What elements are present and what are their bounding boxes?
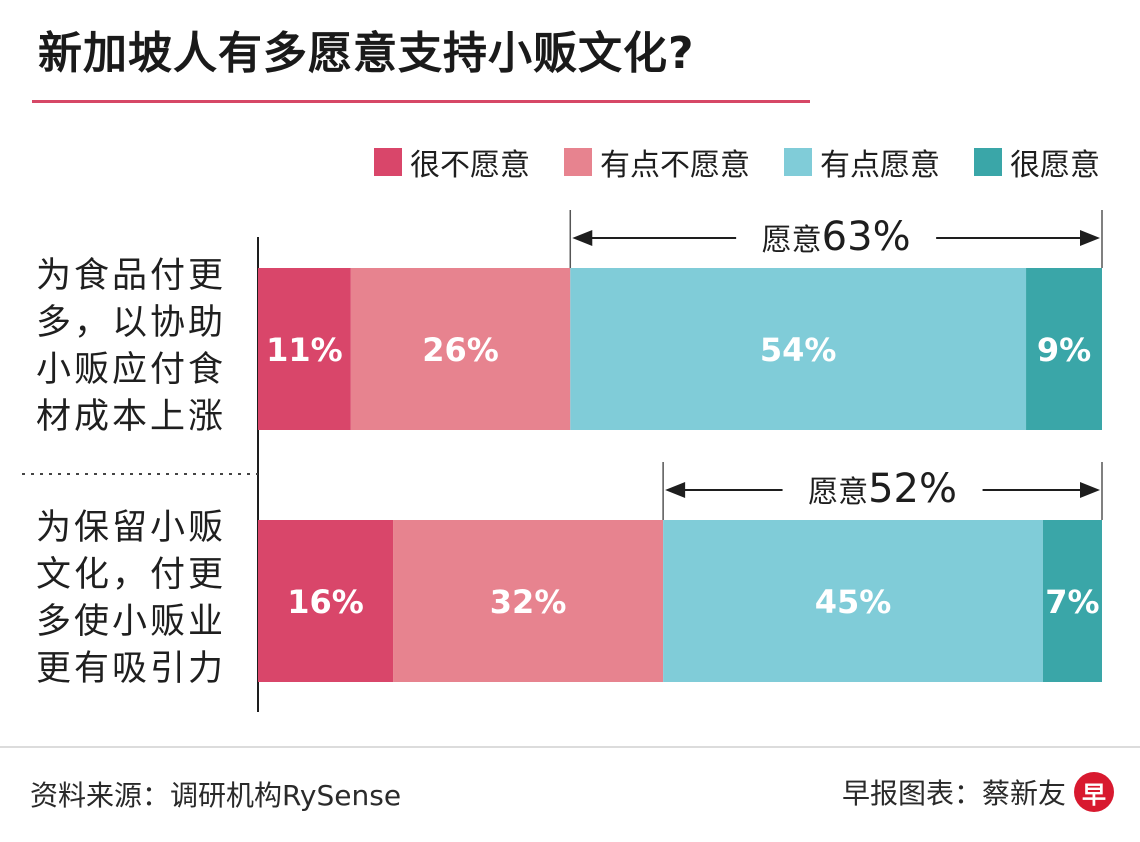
legend-swatch xyxy=(974,148,1002,176)
arrow-left-icon xyxy=(572,230,593,246)
category-label: 为食品付更 多，以协助 小贩应付食 材成本上涨 xyxy=(36,253,236,441)
legend-label: 有点不愿意 xyxy=(600,148,750,183)
bar-segment xyxy=(258,520,394,682)
category-label-line: 更有吸引力 xyxy=(36,649,227,689)
bar-segment xyxy=(570,268,1027,430)
data-label: 54% xyxy=(760,331,837,369)
source-note: 资料来源：调研机构RySense xyxy=(30,779,402,812)
category-label-line: 多使小贩业 xyxy=(36,602,227,642)
legend-item-somewhat-willing: 有点愿意 xyxy=(784,140,940,184)
willing-total-label: 愿意63% xyxy=(762,214,911,260)
legend-swatch xyxy=(564,148,592,176)
data-label: 7% xyxy=(1045,583,1099,621)
data-label: 16% xyxy=(287,583,364,621)
arrow-left-icon xyxy=(665,482,686,498)
willing-total-label: 愿意52% xyxy=(808,466,957,512)
credit-text: 早报图表：蔡新友 xyxy=(841,777,1066,810)
category-label-line: 多，以协助 xyxy=(36,303,227,343)
bar-segment xyxy=(258,268,351,430)
category-label-line: 小贩应付食 xyxy=(36,350,227,390)
legend-swatch xyxy=(784,148,812,176)
zaobao-logo: 早 xyxy=(1074,772,1114,812)
data-label: 45% xyxy=(815,583,892,621)
legend-swatch xyxy=(374,148,402,176)
bar-segment xyxy=(1026,268,1102,430)
category-label-line: 为食品付更 xyxy=(36,256,227,296)
legend-label: 很不愿意 xyxy=(410,148,530,183)
bar-segment xyxy=(663,520,1043,682)
arrow-right-icon xyxy=(1080,482,1100,498)
bar-segment xyxy=(393,520,664,682)
credit: 早报图表：蔡新友 早 xyxy=(842,772,1114,812)
bar-segment xyxy=(1042,520,1102,682)
arrow-right-icon xyxy=(1080,230,1100,246)
legend-item-very-unwilling: 很不愿意 xyxy=(374,140,530,184)
data-label: 32% xyxy=(490,583,567,621)
category-label: 为保留小贩 文化，付更 多使小贩业 更有吸引力 xyxy=(36,505,236,693)
legend-label: 很愿意 xyxy=(1010,148,1100,183)
data-label: 9% xyxy=(1037,331,1091,369)
chart-title: 新加坡人有多愿意支持小贩文化? xyxy=(38,28,695,79)
title-underline xyxy=(32,100,810,103)
legend-item-somewhat-unwilling: 有点不愿意 xyxy=(564,140,750,184)
footer-divider xyxy=(0,746,1140,748)
legend-label: 有点愿意 xyxy=(820,148,940,183)
data-label: 11% xyxy=(266,331,343,369)
data-label: 26% xyxy=(422,331,499,369)
legend-item-very-willing: 很愿意 xyxy=(974,140,1100,184)
category-label-line: 材成本上涨 xyxy=(36,397,227,437)
legend: 很不愿意 有点不愿意 有点愿意 很愿意 xyxy=(374,140,1100,184)
category-label-line: 为保留小贩 xyxy=(36,508,227,548)
category-label-line: 文化，付更 xyxy=(36,555,227,595)
bar-segment xyxy=(350,268,571,430)
